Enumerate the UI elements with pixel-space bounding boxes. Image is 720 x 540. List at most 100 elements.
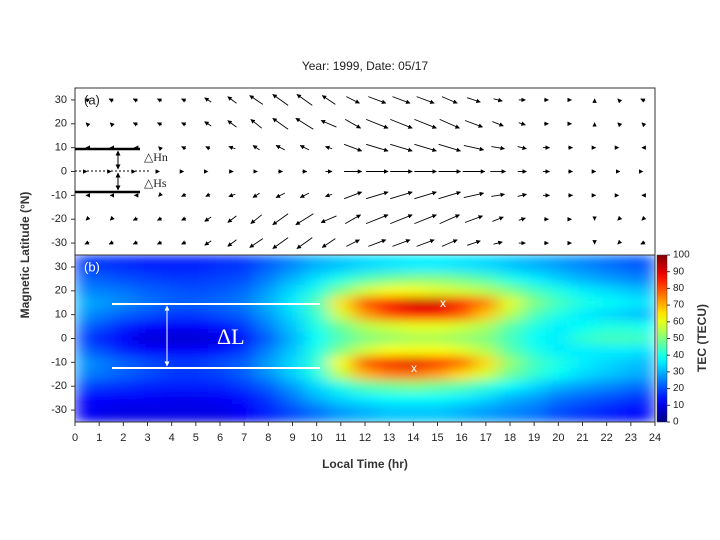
heatmap-cell bbox=[75, 356, 88, 369]
colorbar-tick-label: 10 bbox=[673, 400, 685, 411]
heatmap-cell bbox=[522, 272, 547, 286]
heatmap-cell bbox=[642, 284, 655, 298]
heatmap-cell bbox=[111, 368, 136, 381]
heatmap-cell bbox=[207, 296, 233, 310]
heatmap-cell bbox=[135, 404, 161, 422]
heatmap-cell bbox=[87, 255, 112, 274]
y-tick-label: 0 bbox=[61, 165, 67, 177]
vector-arrow bbox=[250, 214, 263, 224]
heatmap-cell bbox=[377, 332, 402, 345]
heatmap-cell bbox=[425, 332, 451, 345]
heatmap-cells bbox=[75, 255, 655, 422]
vector-field bbox=[83, 94, 647, 249]
vector-arrow bbox=[156, 216, 163, 221]
heatmap-cell bbox=[135, 284, 161, 298]
heatmap-cell bbox=[449, 368, 475, 381]
x-tick-label: 24 bbox=[649, 432, 661, 444]
vector-arrow bbox=[464, 120, 483, 128]
heatmap-cell bbox=[207, 308, 233, 322]
heatmap-cell bbox=[304, 308, 330, 322]
colorbar-tick-label: 60 bbox=[673, 316, 685, 327]
heatmap-cell bbox=[135, 272, 161, 286]
heatmap-cell bbox=[594, 380, 620, 393]
vector-arrow bbox=[272, 94, 289, 106]
heatmap-cell bbox=[425, 308, 451, 322]
heatmap-cell bbox=[377, 392, 402, 405]
heatmap-cell bbox=[87, 308, 112, 322]
y-tick-label: -20 bbox=[51, 213, 67, 225]
vector-arrow bbox=[156, 122, 163, 127]
vector-arrow bbox=[365, 118, 389, 129]
x-tick-label: 2 bbox=[120, 432, 126, 444]
heatmap-cell bbox=[497, 380, 523, 393]
heatmap-cell bbox=[111, 320, 136, 334]
heatmap-cell bbox=[256, 332, 281, 345]
heatmap-cell bbox=[135, 356, 161, 369]
heatmap-cell bbox=[497, 296, 523, 310]
heatmap-cell bbox=[546, 380, 571, 393]
heatmap-cell bbox=[497, 356, 523, 369]
heatmap-cell bbox=[497, 308, 523, 322]
heatmap-cell bbox=[594, 404, 620, 422]
heatmap-cell bbox=[497, 255, 523, 274]
heatmap-cell bbox=[232, 308, 257, 322]
x-tick-label: 15 bbox=[431, 432, 443, 444]
vector-arrow bbox=[109, 215, 115, 221]
colorbar-tick-label: 40 bbox=[673, 350, 685, 361]
heatmap-cell bbox=[87, 296, 112, 310]
vector-arrow bbox=[390, 118, 413, 129]
vector-arrow bbox=[227, 120, 237, 128]
heatmap-cell bbox=[401, 320, 426, 334]
heatmap-cell bbox=[425, 356, 451, 369]
vector-arrow bbox=[438, 143, 462, 152]
vector-arrow bbox=[517, 145, 527, 150]
heatmap-cell bbox=[256, 320, 281, 334]
vector-arrow bbox=[227, 215, 237, 223]
heatmap-cell bbox=[449, 296, 475, 310]
heatmap-cell bbox=[232, 344, 257, 357]
heatmap-cell bbox=[304, 284, 330, 298]
heatmap-cell bbox=[473, 308, 499, 322]
heatmap-cell bbox=[642, 296, 655, 310]
heatmap-cell bbox=[401, 380, 426, 393]
heatmap-cell bbox=[497, 272, 523, 286]
heatmap-cell bbox=[425, 344, 451, 357]
heatmap-cell bbox=[522, 284, 547, 298]
heatmap-cell bbox=[377, 380, 402, 393]
heatmap-cell bbox=[377, 284, 402, 298]
vector-arrow bbox=[493, 240, 503, 246]
heatmap-cell bbox=[618, 380, 644, 393]
heatmap-cell bbox=[111, 356, 136, 369]
heatmap-cell bbox=[207, 392, 233, 405]
heatmap-cell bbox=[401, 296, 426, 310]
heatmap-cell bbox=[304, 272, 330, 286]
heatmap-cell bbox=[159, 332, 185, 345]
vector-arrow bbox=[617, 215, 623, 221]
heatmap-cell bbox=[183, 368, 209, 381]
heatmap-cell bbox=[304, 368, 330, 381]
x-axis-label: Local Time (hr) bbox=[322, 457, 408, 471]
heatmap-cell bbox=[377, 320, 402, 334]
heatmap-cell bbox=[207, 272, 233, 286]
heatmap-cell bbox=[280, 320, 306, 334]
heatmap-cell bbox=[352, 356, 378, 369]
heatmap-cell bbox=[425, 380, 451, 393]
vector-arrow bbox=[414, 143, 437, 152]
heatmap-cell bbox=[159, 284, 185, 298]
heatmap-cell bbox=[473, 255, 499, 274]
heatmap-cell bbox=[75, 368, 88, 381]
heatmap-cell bbox=[473, 380, 499, 393]
heatmap-cell bbox=[449, 380, 475, 393]
heatmap-cell bbox=[570, 296, 596, 310]
vector-arrow bbox=[641, 122, 647, 128]
heatmap-cell bbox=[256, 392, 281, 405]
y-tick-label: -10 bbox=[51, 356, 67, 368]
heatmap-cell bbox=[352, 272, 378, 286]
vector-arrow bbox=[84, 98, 90, 103]
heatmap-cell bbox=[232, 332, 257, 345]
heatmap-cell bbox=[75, 284, 88, 298]
heatmap-cell bbox=[425, 296, 451, 310]
heatmap-cell bbox=[522, 332, 547, 345]
heatmap-cell bbox=[207, 284, 233, 298]
heatmap-cell bbox=[159, 255, 185, 274]
